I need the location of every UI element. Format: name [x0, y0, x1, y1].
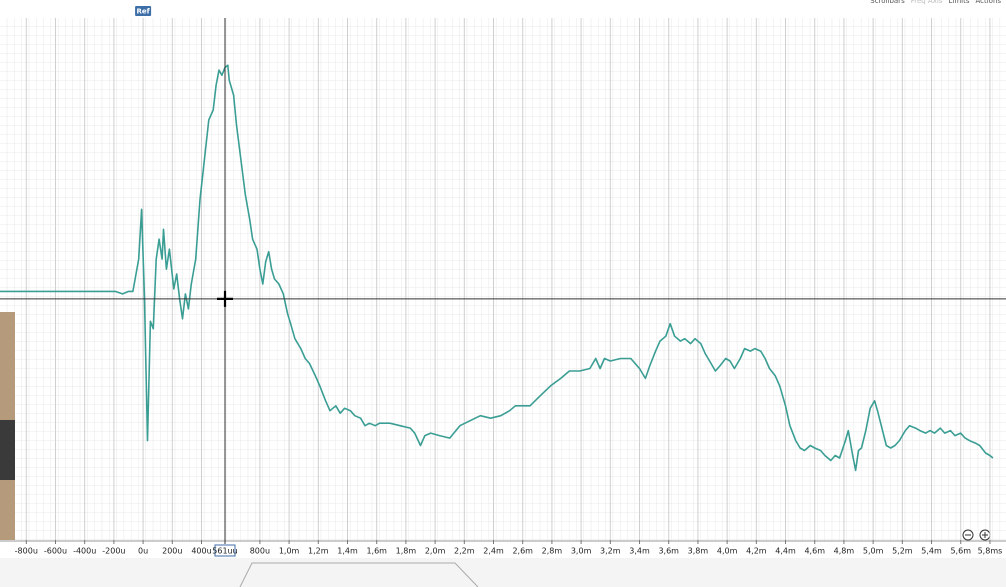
x-tick-label: 4,0m	[717, 547, 738, 556]
x-tick-label: 4,4m	[775, 547, 796, 556]
toolbar-item[interactable]: Actions	[975, 0, 1001, 5]
x-tick-label: 5,8ms	[978, 547, 1003, 556]
x-tick-label: 3,6m	[658, 547, 679, 556]
x-tick-label: 3,2m	[600, 547, 621, 556]
x-tick-label: 200u	[162, 547, 182, 556]
x-tick-label: 1,4m	[337, 547, 358, 556]
x-tick-label: 1,6m	[366, 547, 387, 556]
zoom-out[interactable]	[962, 529, 974, 541]
x-tick-label: -600u	[44, 547, 67, 556]
cursor-cross	[216, 290, 233, 307]
x-tick-label: 3,4m	[629, 547, 650, 556]
minor-grid	[0, 18, 1006, 541]
x-tick-label: 5,4m	[921, 547, 942, 556]
cursor-label-box	[214, 544, 236, 557]
x-tick-label: 4,8m	[834, 547, 855, 556]
x-tick-label: 5,2m	[892, 547, 913, 556]
x-tick-label: 3,0m	[571, 547, 592, 556]
x-tick-label: 2,2m	[454, 547, 475, 556]
x-tick-label: -800u	[15, 547, 38, 556]
x-tick-label: 800u	[250, 547, 270, 556]
webcam-overlay-detail	[0, 420, 15, 480]
series-line	[0, 64, 994, 472]
x-tick-label: -200u	[102, 547, 125, 556]
reference-label: Ref	[136, 8, 150, 16]
reference-marker	[135, 6, 152, 16]
toolbar-item[interactable]: Scrollbars	[870, 0, 905, 5]
toolbar-item[interactable]: Limits	[948, 0, 969, 5]
x-tick-label: 2,8m	[542, 547, 563, 556]
x-tick-label: 2,0m	[425, 547, 446, 556]
cursor-label: 561uu	[212, 547, 237, 556]
x-tick-label: 3,8m	[688, 547, 709, 556]
x-tick-label: 5,0m	[863, 547, 884, 556]
x-tick-label: 1,0m	[279, 547, 300, 556]
overview-window	[239, 562, 479, 587]
toolbar-item[interactable]: Freq Axis	[911, 0, 943, 5]
overview-strip	[0, 558, 1006, 587]
x-tick-label: 400u	[191, 547, 211, 556]
x-tick-label: 5,6m	[950, 547, 971, 556]
x-tick-label: 2,6m	[512, 547, 533, 556]
x-tick-label: 4,6m	[804, 547, 825, 556]
x-tick-label: -400u	[73, 547, 96, 556]
x-tick-label: 1,2m	[308, 547, 329, 556]
x-tick-label: 1,8m	[396, 547, 417, 556]
x-tick-label: 0u	[138, 547, 148, 556]
x-tick-label: 2,4m	[483, 547, 504, 556]
x-tick-label: 4,2m	[746, 547, 767, 556]
